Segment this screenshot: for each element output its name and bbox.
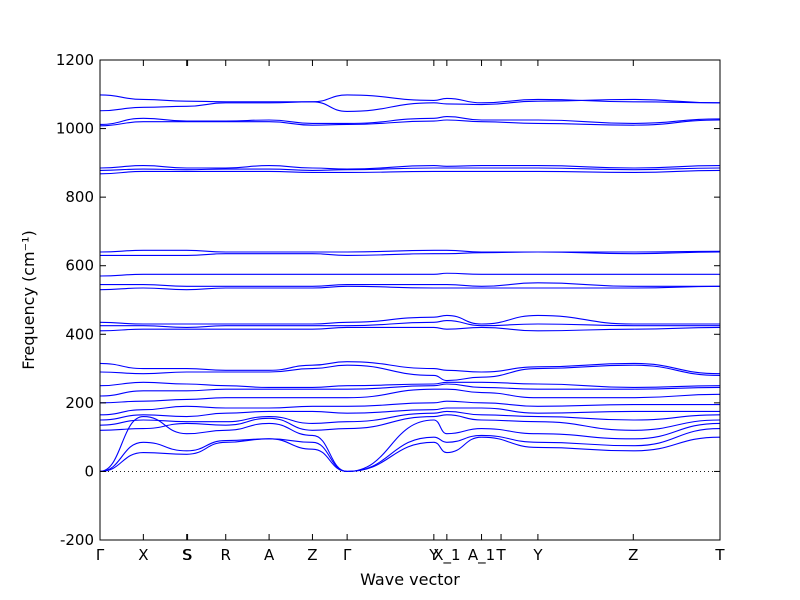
y-axis-label: Frequency (cm⁻¹) [19,230,38,369]
kpoint-label-12: Y [532,546,543,564]
band-line-9 [99,383,721,397]
band-line-16 [99,285,721,291]
series-group [99,94,721,472]
x-axis-label: Wave vector [360,570,460,589]
band-line-2 [99,428,721,472]
y-tick-label-7: 1200 [56,51,94,69]
band-line-20 [99,249,721,253]
kpoint-label-9: X_1 [433,546,460,565]
kpoint-label-4: R [221,546,231,564]
kpoint-label-7: Γ [343,546,352,564]
band-line-3 [99,416,721,472]
y-tick-label-5: 800 [65,188,94,206]
kpoint-label-5: A [264,546,275,564]
band-line-13 [99,326,721,332]
y-tick-label-6: 1000 [56,120,94,138]
band-line-25 [99,116,721,126]
band-line-11 [99,364,721,382]
kpoint-label-0: Γ [96,546,105,564]
band-line-12 [99,361,721,375]
band-line-17 [100,282,720,287]
kpoint-label-6: Z [307,546,317,564]
kpoint-label-13: Z [628,546,638,564]
kpoint-label-11: T [495,546,506,564]
y-tick-label-2: 200 [65,394,94,412]
band-line-1 [99,436,721,472]
plot-frame [99,59,721,541]
kpoint-label-3: S [183,546,193,564]
band-line-18 [99,272,720,277]
band-line-6 [99,407,720,421]
y-tick-label-3: 400 [65,325,94,343]
kpoint-label-1: X [138,546,148,564]
band-line-10 [99,381,721,388]
band-line-22 [99,167,721,171]
y-tick-label-1: 0 [84,462,94,480]
band-line-8 [99,388,721,404]
kpoint-label-10: A_1 [468,546,495,565]
y-tick-label-4: 600 [65,257,94,275]
kpoint-label-2: S [182,546,192,564]
band-line-4 [99,414,721,431]
band-line-21 [99,169,721,175]
band-line-15 [99,314,720,325]
band-line-5 [99,410,721,426]
band-line-26 [99,98,721,112]
band-line-27 [99,94,721,104]
band-line-23 [99,165,721,170]
band-line-14 [100,320,720,328]
y-tick-label-0: -200 [60,531,94,549]
kpoint-ticks-group: Γ X SS R A Z Γ YX_1 A_1 T Y Z T [96,60,725,565]
y-ticks-group: -200 0 200 400 600 800 1000 1200 [56,51,720,549]
kpoint-label-8: Y [428,546,439,564]
band-line-24 [99,119,721,127]
kpoint-label-14: T [714,546,725,564]
band-line-7 [99,400,720,416]
